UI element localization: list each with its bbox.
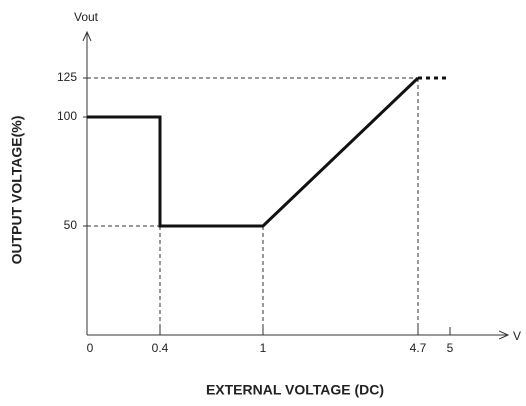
x-tick-label: 1 [260, 341, 267, 355]
x-axis-title: EXTERNAL VOLTAGE (DC) [206, 382, 384, 398]
y-unit: Vout [74, 10, 99, 24]
x-tick-label: 0 [87, 341, 94, 355]
data-line [87, 76, 420, 228]
x-tick-label: 0.4 [152, 341, 169, 355]
y-tick-label: 50 [64, 218, 78, 232]
y-axis-title: OUTPUT VOLTAGE(%) [9, 116, 25, 265]
x-unit: V [513, 329, 521, 343]
x-tick-label: 4.7 [410, 341, 427, 355]
y-tick-label: 125 [57, 70, 77, 84]
y-tick-label: 100 [57, 109, 77, 123]
x-tick-label: 5 [447, 341, 454, 355]
